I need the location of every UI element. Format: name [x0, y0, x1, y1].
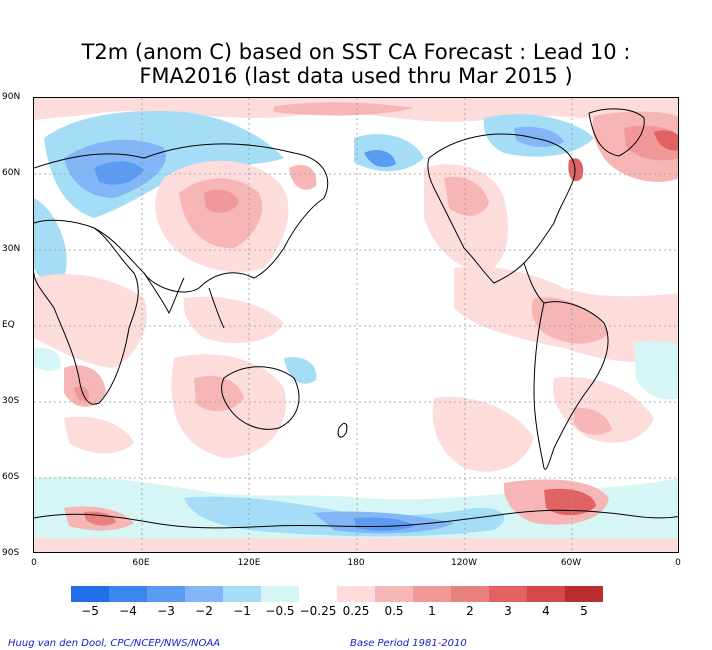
lon-label-60e: 60E: [132, 558, 150, 568]
colorbar-label: −5: [81, 604, 99, 618]
colorbar-label: 2: [466, 604, 474, 618]
colorbar-label: −2: [195, 604, 213, 618]
lon-label-60w: 60W: [560, 558, 582, 568]
colorbar-swatch: [527, 586, 565, 602]
colorbar-swatch: [185, 586, 223, 602]
lon-label-180: 180: [347, 558, 365, 568]
colorbar-swatch: [451, 586, 489, 602]
lat-label-90n: 90N: [2, 92, 21, 102]
lat-label-30s: 30S: [2, 396, 20, 406]
lat-label-60n: 60N: [2, 168, 21, 178]
colorbar-swatch: [223, 586, 261, 602]
lon-label-120w: 120W: [450, 558, 478, 568]
lat-label-60s: 60S: [2, 472, 20, 482]
colorbar-label: −0.5: [265, 604, 295, 618]
anomaly-map: [33, 97, 679, 553]
colorbar-label: 5: [580, 604, 588, 618]
colorbar-label: −0.25: [299, 604, 337, 618]
colorbar-swatch: [413, 586, 451, 602]
lon-label-0: 0: [31, 558, 37, 568]
lat-label-90s: 90S: [2, 548, 20, 558]
colorbar-swatch: [299, 586, 337, 602]
colorbar-swatch: [71, 586, 109, 602]
colorbar-label: 0.5: [384, 604, 404, 618]
author-credit: Huug van den Dool, CPC/NCEP/NWS/NOAA: [8, 638, 221, 649]
colorbar-label: −4: [119, 604, 137, 618]
lat-label-30n: 30N: [2, 244, 21, 254]
map-title-line-2: FMA2016 (last data used thru Mar 2015 ): [139, 64, 573, 88]
anomaly-map-svg: [34, 98, 678, 552]
colorbar-swatch: [565, 586, 603, 602]
colorbar-swatch: [109, 586, 147, 602]
lon-label-0-east: 0: [675, 558, 681, 568]
colorbar-label: 0.25: [342, 604, 370, 618]
base-period: Base Period 1981-2010: [350, 638, 467, 649]
colorbar-swatch: [489, 586, 527, 602]
colorbar-label: −1: [233, 604, 251, 618]
colorbar-swatch: [375, 586, 413, 602]
colorbar-label: 3: [504, 604, 512, 618]
colorbar-label: −3: [157, 604, 175, 618]
lon-label-120e: 120E: [237, 558, 261, 568]
lat-label-eq: EQ: [2, 320, 15, 330]
colorbar-label: 4: [542, 604, 550, 618]
colorbar-label: 1: [428, 604, 436, 618]
colorbar-swatch: [261, 586, 299, 602]
colorbar-swatch: [337, 586, 375, 602]
map-title-line-1: T2m (anom C) based on SST CA Forecast : …: [81, 40, 631, 64]
colorbar-swatch: [147, 586, 185, 602]
